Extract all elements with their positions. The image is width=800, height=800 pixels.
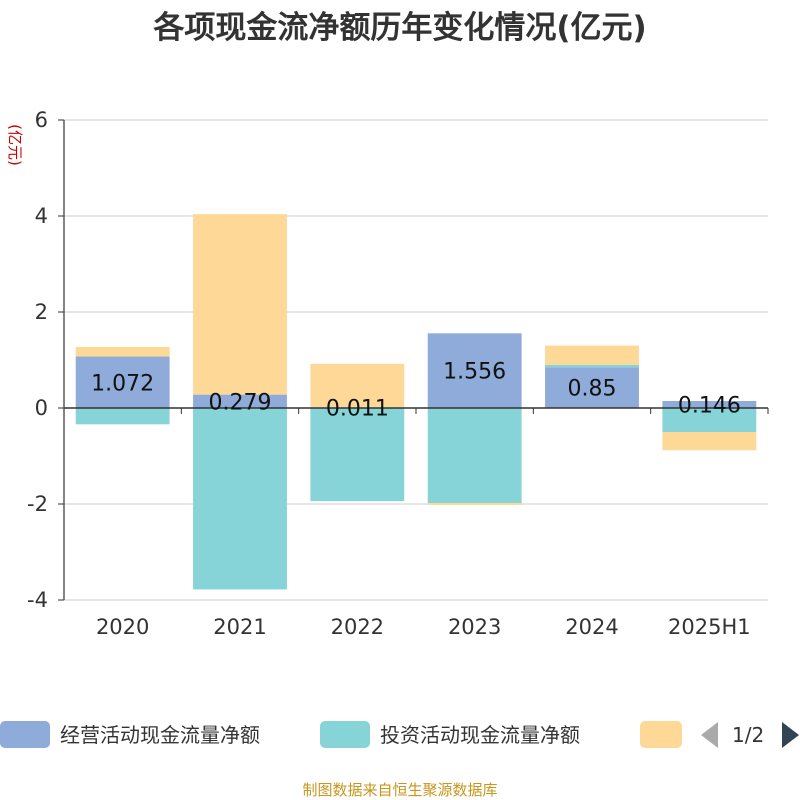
bar-series2-2021[interactable] xyxy=(193,408,287,590)
bar-series3-2024[interactable] xyxy=(545,345,639,365)
data-source-note: 制图数据来自恒生聚源数据库 xyxy=(302,781,497,799)
y-tick-label: 4 xyxy=(35,204,48,228)
bar-series3-2021[interactable] xyxy=(193,214,287,395)
data-label-2020: 1.072 xyxy=(91,371,154,396)
legend-label-investing[interactable]: 投资活动现金流量净额 xyxy=(380,723,580,747)
bar-series1-2020[interactable] xyxy=(75,356,170,408)
bar-series1-2025H1[interactable] xyxy=(662,400,757,408)
data-label-2021: 0.279 xyxy=(209,390,272,415)
y-tick-label: 6 xyxy=(35,108,48,132)
x-tick-label: 2021 xyxy=(213,615,266,639)
x-tick-label: 2025H1 xyxy=(668,615,751,639)
legend-label-operating[interactable]: 经营活动现金流量净额 xyxy=(60,723,260,747)
x-tick-label: 2020 xyxy=(96,615,149,639)
bar-series3-2025H1[interactable] xyxy=(662,432,757,451)
legend: 经营活动现金流量净额 投资活动现金流量净额 1/2 xyxy=(0,721,799,748)
data-label-2025H1: 0.146 xyxy=(678,393,741,418)
x-tick-label: 2022 xyxy=(331,615,384,639)
chart-title: 各项现金流净额历年变化情况(亿元) xyxy=(152,10,646,46)
data-label-2022: 0.011 xyxy=(326,397,389,422)
y-tick-label: 2 xyxy=(35,300,48,324)
data-label-2023: 1.556 xyxy=(443,360,506,385)
x-tick-label: 2024 xyxy=(565,615,618,639)
legend-page-indicator: 1/2 xyxy=(732,723,764,747)
bar-series2-2025H1[interactable] xyxy=(662,408,757,432)
data-label-2024: 0.85 xyxy=(568,377,617,402)
y-tick-label: -4 xyxy=(27,588,48,612)
axes-group: 6 4 2 0 -2 -4 2020 2021 2022 2023 2024 2025H1 xyxy=(27,108,769,639)
bar-series2-2020[interactable] xyxy=(75,408,170,425)
legend-swatch-operating[interactable] xyxy=(0,721,50,748)
legend-swatch-investing[interactable] xyxy=(320,721,370,748)
bar-series1-2021[interactable] xyxy=(193,394,287,408)
bar-series3-2022[interactable] xyxy=(310,363,405,408)
y-tick-label: 0 xyxy=(35,396,48,420)
bar-series2-2022[interactable] xyxy=(310,408,405,502)
y-tick-label: -2 xyxy=(27,492,48,516)
legend-prev-page-icon[interactable] xyxy=(701,722,718,748)
legend-next-page-icon[interactable] xyxy=(782,722,799,748)
bar-series1-2024[interactable] xyxy=(545,367,639,408)
bar-series3-2023[interactable] xyxy=(427,503,522,505)
bars-group xyxy=(75,214,757,590)
y-axis-label: (亿元) xyxy=(6,124,24,166)
bar-series3-2020[interactable] xyxy=(75,346,170,357)
bar-series2-2023[interactable] xyxy=(427,408,522,504)
bar-series2-2024[interactable] xyxy=(545,364,639,368)
legend-swatch-financing[interactable] xyxy=(640,721,682,748)
bar-series1-2023[interactable] xyxy=(427,333,522,408)
data-labels-group: 1.072 0.279 0.011 1.556 0.85 0.146 xyxy=(91,360,741,422)
x-tick-label: 2023 xyxy=(448,615,501,639)
